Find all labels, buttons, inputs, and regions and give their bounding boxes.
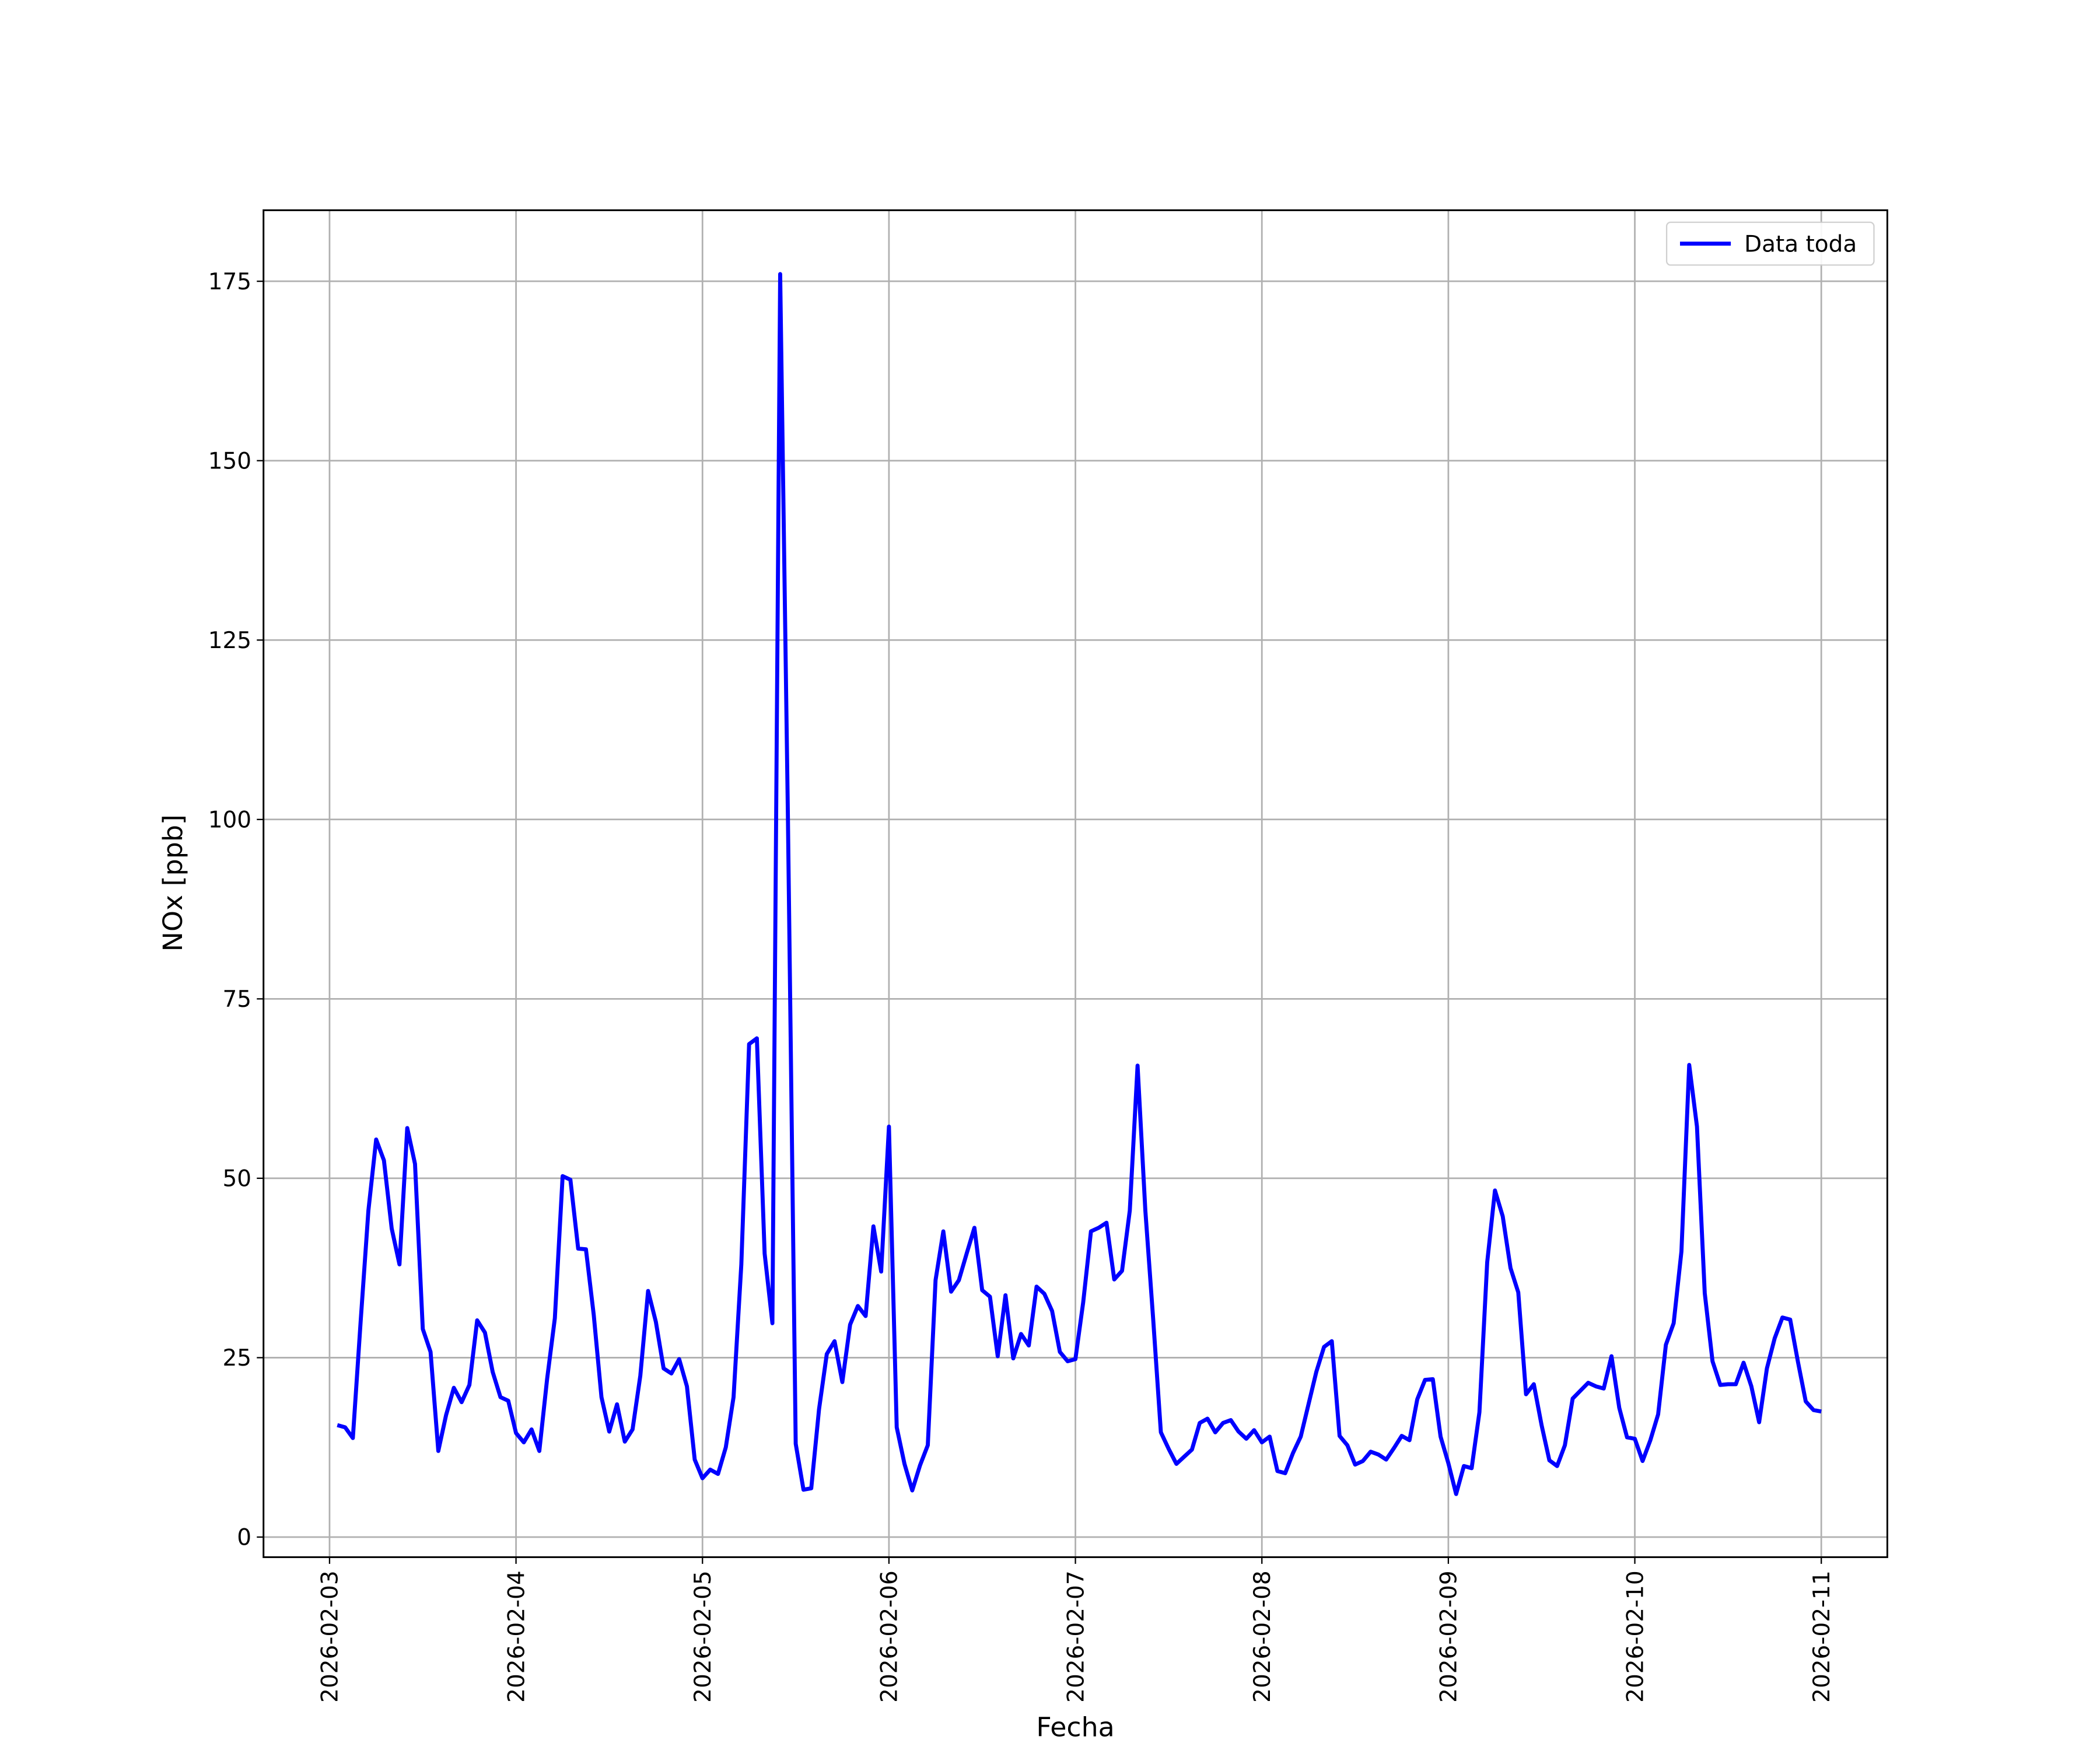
y-tick-label: 75 [222, 986, 251, 1013]
x-tick-label: 2026-02-03 [317, 1570, 344, 1702]
y-tick-label: 175 [208, 269, 251, 295]
x-tick-label: 2026-02-05 [690, 1570, 716, 1702]
x-tick-label: 2026-02-11 [1809, 1570, 1835, 1702]
y-tick-label: 125 [208, 628, 251, 654]
data-line [337, 272, 1822, 1496]
y-tick-label: 100 [208, 807, 251, 834]
x-axis-label: Fecha [1036, 1712, 1114, 1743]
legend-box [1665, 221, 1875, 266]
x-tick-label: 2026-02-06 [877, 1570, 903, 1702]
x-tick-label: 2026-02-04 [503, 1570, 530, 1702]
x-tick-label: 2026-02-07 [1063, 1570, 1089, 1702]
y-tick-label: 50 [222, 1166, 251, 1192]
legend-label: Data toda [1744, 231, 1857, 257]
y-axis-label: NOx [ppb] [157, 814, 188, 951]
x-tick-label: 2026-02-10 [1622, 1570, 1648, 1702]
y-tick-label: 25 [222, 1345, 251, 1371]
x-tick-label: 2026-02-08 [1250, 1570, 1276, 1702]
y-tick-label: 0 [237, 1525, 251, 1551]
x-tick-label: 2026-02-09 [1436, 1570, 1462, 1702]
y-tick-label: 150 [208, 448, 251, 474]
plot-frame [262, 209, 1888, 1558]
